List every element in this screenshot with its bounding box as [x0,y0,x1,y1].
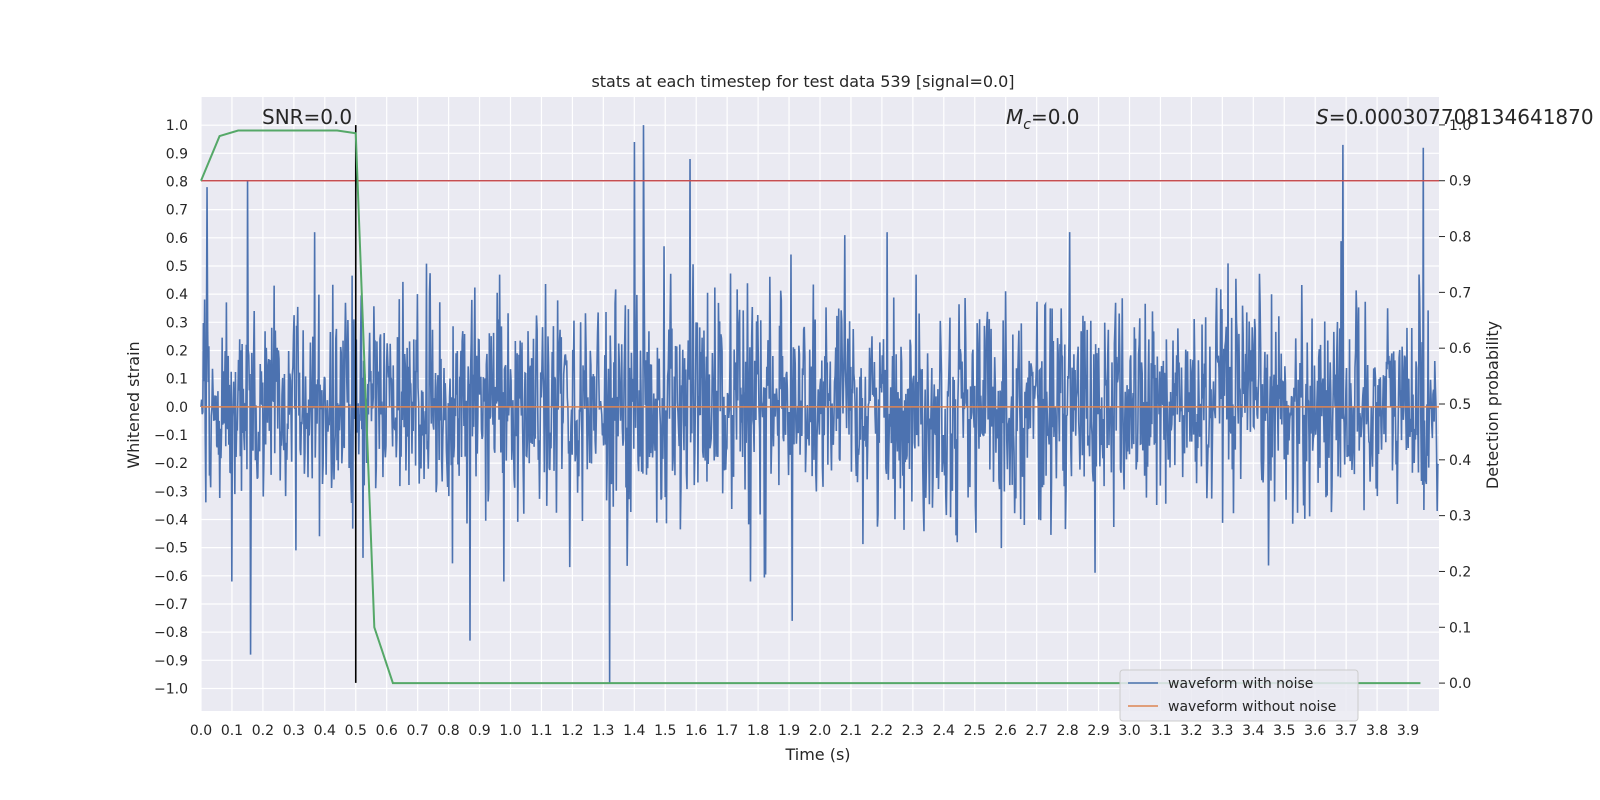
chart-title: stats at each timestep for test data 539… [591,72,1014,91]
series-waveform-with-noise [200,125,1440,683]
y-axis-right-ticks: 1.0 0.9 0.8 0.7 0.6 0.5 0.4 0.3 0.2 0.1 0.0 [1439,118,1471,692]
x-tick-label: 2.4 [933,723,955,739]
series-detection-probability [200,129,1421,685]
x-tick-label: 3.8 [1366,723,1388,739]
x-tick-label: 2.6 [995,723,1017,739]
x-tick-label: 2.5 [964,723,986,739]
s-symbol: S [1316,105,1329,129]
s-value-extra: 0 [1581,105,1594,129]
y-axis-right-label: Detection probability [1483,321,1502,489]
y-right-tick-label: 0.4 [1449,453,1471,469]
y-right-tick-label: 0.2 [1449,564,1471,580]
mc-subscript: c [1023,117,1031,133]
y-left-tick-label: −0.8 [154,625,188,641]
x-tick-label: 1.0 [499,723,521,739]
waveform-noise-line [200,125,1440,683]
y-left-tick-label: 0.9 [166,146,188,162]
x-tick-label: 0.3 [283,723,305,739]
x-tick-label: 1.8 [747,723,769,739]
y-left-tick-label: 0.0 [166,400,188,416]
y-right-tick-label: 0.3 [1449,509,1471,525]
y-left-tick-label: 1.0 [166,118,188,134]
x-tick-label: 2.8 [1056,723,1078,739]
y-left-tick-label: 0.1 [166,372,188,388]
y-right-tick-label: 0.0 [1449,676,1471,692]
y-right-tick-label: 0.6 [1449,341,1471,357]
y-left-tick-label: −1.0 [154,681,188,697]
s-annotation: S=0.000307708134641870 [1316,105,1594,129]
x-tick-label: 2.3 [902,723,924,739]
y-axis-left-ticks: 1.0 0.9 0.8 0.7 0.6 0.5 0.4 0.3 0.2 0.1 0.0 −0.1 −0.… [154,118,188,697]
legend-label-clean: waveform without noise [1168,699,1336,715]
x-tick-label: 0.8 [437,723,459,739]
x-tick-label: 2.2 [871,723,893,739]
y-left-tick-label: 0.3 [166,315,188,331]
y-axis-left-label: Whitened strain [124,341,143,468]
x-tick-label: 0.1 [221,723,243,739]
s-value: =0.00030770813464187 [1329,105,1581,129]
detection-probability-line [200,129,1421,685]
x-tick-label: 1.9 [778,723,800,739]
x-tick-label: 3.5 [1273,723,1295,739]
y-left-tick-label: 0.4 [166,287,188,303]
y-left-tick-label: −0.3 [154,484,188,500]
x-tick-label: 0.7 [407,723,429,739]
legend: waveform with noise waveform without noi… [1119,669,1359,722]
y-left-tick-label: −0.4 [154,512,188,528]
x-tick-label: 1.1 [530,723,552,739]
y-left-tick-label: 0.8 [166,174,188,190]
x-tick-label: 1.7 [716,723,738,739]
y-left-tick-label: −0.5 [154,541,188,557]
snr-annotation: SNR=0.0 [262,105,352,129]
y-left-tick-label: −0.7 [154,597,188,613]
x-tick-label: 2.9 [1087,723,1109,739]
x-tick-label: 1.4 [623,723,645,739]
y-left-tick-label: −0.1 [154,428,188,444]
y-left-tick-label: 0.5 [166,259,188,275]
legend-box [1119,669,1359,722]
x-tick-label: 1.3 [592,723,614,739]
x-tick-label: 3.2 [1180,723,1202,739]
x-tick-label: 3.1 [1149,723,1171,739]
y-right-tick-label: 0.7 [1449,285,1471,301]
gridlines [200,97,1439,711]
x-tick-label: 3.7 [1335,723,1357,739]
x-tick-label: 0.5 [345,723,367,739]
x-tick-label: 2.7 [1026,723,1048,739]
y-left-tick-label: −0.6 [154,569,188,585]
x-tick-label: 0.2 [252,723,274,739]
x-tick-label: 3.4 [1242,723,1264,739]
chirp-mass-annotation: Mc=0.0 [1006,105,1080,133]
x-axis-label: Time (s) [784,745,850,764]
y-left-tick-label: 0.6 [166,231,188,247]
y-right-tick-label: 0.5 [1449,397,1471,413]
y-left-tick-label: −0.2 [154,456,188,472]
x-tick-label: 1.6 [685,723,707,739]
y-right-tick-label: 0.1 [1449,620,1471,636]
x-tick-label: 0.4 [314,723,336,739]
x-tick-label: 2.0 [809,723,831,739]
x-tick-label: 1.5 [654,723,676,739]
x-axis-ticks: 0.0 0.1 0.2 0.3 0.4 0.5 0.6 0.7 0.8 0.9 1.0 1.1 1.2 1… [190,723,1419,739]
x-tick-label: 3.6 [1304,723,1326,739]
x-tick-label: 1.2 [561,723,583,739]
x-tick-label: 3.3 [1211,723,1233,739]
x-tick-label: 0.6 [376,723,398,739]
mc-value: =0.0 [1031,105,1080,129]
x-tick-label: 3.0 [1118,723,1140,739]
y-right-tick-label: 0.8 [1449,230,1471,246]
x-tick-label: 0.0 [190,723,212,739]
mc-symbol: M [1006,105,1023,129]
x-tick-label: 0.9 [468,723,490,739]
x-tick-label: 3.9 [1397,723,1419,739]
y-left-tick-label: 0.7 [166,203,188,219]
legend-label-noise: waveform with noise [1168,676,1313,692]
y-right-tick-label: 1.0 [1449,118,1471,134]
x-tick-label: 2.1 [840,723,862,739]
y-right-tick-label: 0.9 [1449,174,1471,190]
y-left-tick-label: −0.9 [154,653,188,669]
y-left-tick-label: 0.2 [166,343,188,359]
